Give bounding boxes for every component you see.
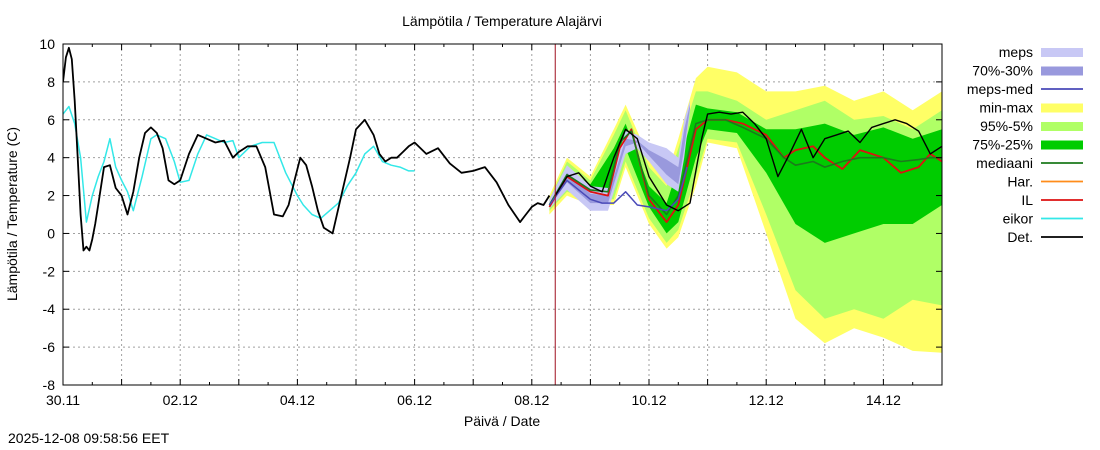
y-tick-label: -2 xyxy=(43,263,56,279)
legend-label: IL xyxy=(1021,192,1033,208)
x-tick-label: 10.12 xyxy=(631,392,666,408)
legend-label: mediaani xyxy=(976,155,1033,171)
series-eikor xyxy=(63,105,415,223)
x-tick-label: 04.12 xyxy=(280,392,315,408)
y-tick-label: 2 xyxy=(47,188,55,204)
legend-swatch xyxy=(1041,48,1083,57)
timestamp: 2025-12-08 09:58:56 EET xyxy=(8,430,170,446)
x-tick-label: 08.12 xyxy=(514,392,549,408)
y-tick-label: 4 xyxy=(47,150,55,166)
x-tick-label: 30.11 xyxy=(46,392,80,408)
band-75-25- xyxy=(549,104,942,243)
x-tick-label: 02.12 xyxy=(163,392,198,408)
legend-label: Det. xyxy=(1007,229,1033,245)
band-meps xyxy=(549,100,690,211)
legend-swatch xyxy=(1041,122,1083,131)
series-lines xyxy=(63,46,942,252)
legend-swatch xyxy=(1041,66,1083,76)
x-tick-label: 06.12 xyxy=(397,392,432,408)
forecast-bands xyxy=(549,66,942,353)
legend-label: 95%-5% xyxy=(980,118,1033,134)
y-tick-label: -8 xyxy=(43,377,56,393)
chart-title: Lämpötila / Temperature Alajärvi xyxy=(402,13,602,29)
plot-frame xyxy=(62,43,943,386)
legend-label: Har. xyxy=(1007,174,1033,190)
legend: meps 70%-30% meps-med min-max 95%-5% 75%-25% m… xyxy=(967,44,1083,245)
y-axis-label: Lämpötila / Temperature (C) xyxy=(4,127,20,301)
x-tick-label: 12.12 xyxy=(749,392,784,408)
y-tick-label: 8 xyxy=(47,74,55,90)
series-det-forecast- xyxy=(554,111,942,212)
legend-label: 70%-30% xyxy=(972,63,1033,79)
axes: -8 -6 -4 -2 0 2 4 6 8 10 30.11 02.12 04.12 06.12 08.12… xyxy=(39,36,943,408)
legend-swatch xyxy=(1041,103,1083,113)
y-tick-label: 10 xyxy=(39,36,55,52)
y-tick-label: 6 xyxy=(47,112,55,128)
y-tick-label: 0 xyxy=(47,225,55,241)
series-det-observed- xyxy=(63,46,551,252)
legend-label: min-max xyxy=(979,100,1033,116)
y-tick-label: -4 xyxy=(43,301,56,317)
y-tick-label: -6 xyxy=(43,339,56,355)
legend-label: meps-med xyxy=(967,81,1033,97)
legend-label: eikor xyxy=(1003,211,1034,227)
x-tick-label: 14.12 xyxy=(866,392,901,408)
legend-label: 75%-25% xyxy=(972,137,1033,153)
x-axis-label: Päivä / Date xyxy=(464,413,540,429)
legend-swatch xyxy=(1041,140,1083,150)
legend-label: meps xyxy=(999,44,1033,60)
